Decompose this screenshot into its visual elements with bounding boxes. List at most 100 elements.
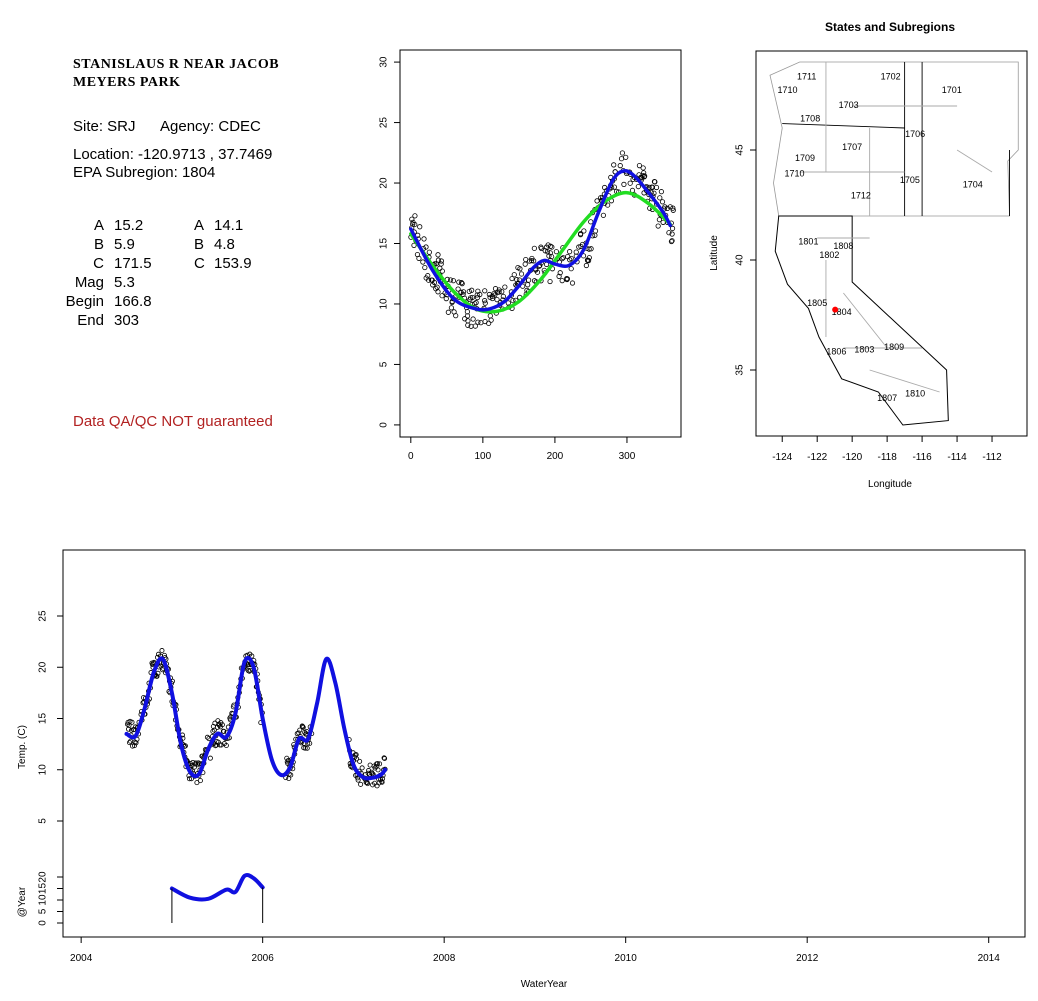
data-point	[569, 280, 576, 286]
param-name: B	[93, 236, 104, 253]
param-name: C	[93, 255, 104, 272]
data-point	[581, 228, 587, 234]
data-point	[367, 762, 373, 768]
param-name: Begin	[65, 293, 104, 310]
plot-frame	[399, 49, 682, 438]
data-point	[417, 224, 423, 230]
data-point	[297, 727, 303, 733]
y-tick-label: 25	[38, 610, 49, 622]
y-tick-label: 10	[38, 764, 49, 776]
data-point	[438, 261, 444, 267]
data-point	[439, 293, 445, 299]
data-point	[207, 755, 213, 761]
data-point	[219, 722, 225, 728]
data-point	[568, 255, 574, 262]
data-point	[588, 219, 594, 225]
data-point	[450, 278, 457, 284]
data-point	[482, 298, 488, 304]
y-tick-label: 5	[379, 361, 390, 367]
data-point	[300, 724, 306, 730]
x-tick-label: -120	[842, 452, 862, 463]
data-point	[217, 742, 223, 748]
data-point	[380, 776, 386, 782]
data-point	[359, 765, 365, 771]
region-label: 1703	[839, 100, 859, 110]
param-name: B	[194, 236, 205, 253]
data-point	[646, 184, 652, 190]
qa-note: Data QA/QC NOT guaranteed	[73, 413, 273, 430]
data-point	[640, 165, 646, 171]
epa-subregion: EPA Subregion: 1804	[73, 164, 216, 181]
param-value: 4.8	[214, 236, 235, 253]
data-point	[223, 742, 229, 748]
site-id: Site: SRJ	[73, 118, 136, 135]
param-row: C 171.5	[60, 254, 151, 273]
data-point	[422, 264, 428, 271]
data-point	[155, 670, 161, 676]
y-tick-label: 35	[735, 364, 746, 376]
data-point	[453, 313, 459, 319]
data-point	[588, 246, 594, 252]
data-point	[412, 221, 418, 228]
data-point	[365, 781, 371, 787]
data-point	[636, 163, 643, 169]
green-fit-line	[409, 190, 672, 314]
data-point	[210, 728, 216, 734]
y-tick-label: 10	[379, 298, 390, 310]
data-point	[411, 242, 417, 248]
data-point	[288, 772, 294, 778]
data-point	[611, 184, 617, 190]
data-point	[478, 320, 484, 326]
data-point	[245, 662, 251, 668]
data-point	[246, 668, 252, 674]
data-point	[600, 212, 606, 218]
year-fit-line	[169, 872, 265, 902]
data-point	[409, 216, 415, 222]
data-point	[482, 288, 488, 294]
data-point	[212, 743, 218, 749]
region-label: 1801	[798, 237, 818, 247]
data-point	[592, 228, 599, 234]
region-label: 1705	[900, 175, 920, 185]
data-point	[458, 280, 465, 286]
data-point	[459, 281, 465, 287]
data-point	[522, 261, 528, 267]
data-point	[215, 739, 221, 745]
data-point	[534, 269, 541, 275]
subregion-boundary	[843, 292, 888, 349]
fit-line	[124, 655, 388, 781]
region-label: 1706	[905, 129, 925, 139]
data-point	[195, 760, 201, 766]
data-point	[190, 759, 196, 765]
data-point	[482, 300, 488, 306]
data-point	[131, 727, 137, 733]
data-point	[651, 190, 657, 196]
data-point	[557, 270, 563, 276]
data-point	[583, 262, 589, 269]
data-point	[410, 221, 416, 227]
data-point	[556, 273, 562, 279]
seasonal-chart: 0 100 200 300 0 5 10 15 20 25 30	[379, 49, 682, 462]
data-point	[564, 276, 570, 282]
data-point	[667, 204, 673, 210]
y-tick-label: 0	[379, 422, 390, 428]
data-point	[435, 252, 441, 258]
data-point	[655, 223, 661, 229]
y2-tick-label: 5	[38, 908, 49, 914]
region-label: 1707	[842, 142, 862, 152]
map-frame	[755, 50, 1028, 437]
data-point	[545, 242, 551, 248]
data-point	[668, 238, 675, 245]
param-name: End	[77, 312, 104, 329]
timeseries-chart: 2004 2006 2008 2010 2012 20145101520250510152…	[17, 549, 1026, 990]
data-point	[438, 258, 445, 264]
y-tick-label: 15	[38, 713, 49, 725]
data-point	[518, 271, 525, 277]
data-point	[375, 761, 381, 767]
data-point	[475, 319, 481, 325]
data-point	[249, 653, 255, 659]
data-point	[426, 249, 432, 255]
data-point	[585, 258, 592, 264]
region-label: 1804	[832, 307, 852, 317]
data-point	[621, 181, 627, 187]
